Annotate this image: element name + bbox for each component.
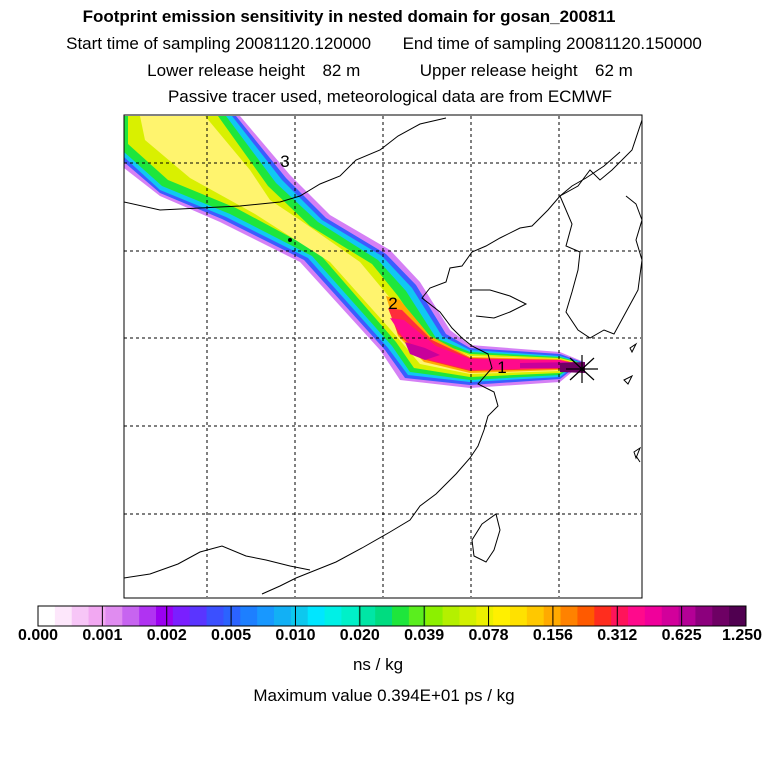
colorbar-swatch: [510, 606, 528, 626]
colorbar-swatch: [459, 606, 477, 626]
colorbar-swatch: [122, 606, 140, 626]
colorbar-swatch: [54, 606, 73, 626]
colorbar-swatch: [307, 606, 326, 626]
coastlines: [124, 117, 642, 595]
colorbar-swatch: [560, 606, 578, 626]
coast-korea: [559, 195, 642, 339]
colorbar-swatch: [695, 606, 713, 626]
plume-band-magenta: [390, 318, 568, 370]
colorbar-swatch: [526, 606, 545, 626]
plume-band-purple: [405, 342, 575, 368]
colorbar-swatch: [38, 606, 56, 626]
tracer-note: Passive tracer used, meteorological data…: [167, 87, 613, 106]
colorbar-tick-label: 0.020: [339, 627, 380, 644]
colorbar-swatch: [172, 606, 191, 626]
colorbar-swatch: [476, 606, 494, 626]
plume-band-dark: [560, 362, 585, 373]
colorbar-swatch: [661, 606, 680, 626]
max-value-label: Maximum value 0.394E+01 ps / kg: [253, 686, 515, 705]
marker-label-3: 3: [280, 152, 289, 171]
end-label: End time of sampling: [402, 34, 562, 53]
end-value: 20081120.150000: [566, 34, 702, 53]
border-korea: [559, 151, 621, 197]
coast-islands: [623, 342, 642, 463]
coast-shandong: [470, 289, 528, 319]
marker-label-2: 2: [388, 294, 397, 313]
colorbar-swatch: [189, 606, 208, 626]
colorbar-tick-label: 0.625: [661, 627, 702, 644]
lower-value: 82 m: [322, 61, 361, 80]
colorbar-swatch: [105, 606, 123, 626]
start-value: 20081120.120000: [235, 34, 372, 53]
gridlines: [124, 116, 641, 597]
units-label: ns / kg: [352, 655, 404, 674]
colorbar-swatch: [408, 606, 427, 626]
colorbar-swatch: [594, 606, 612, 626]
colorbar-tick-label: 0.078: [468, 627, 509, 644]
map-frame: [123, 114, 643, 599]
colorbar-tick-label: 0.010: [275, 627, 316, 644]
coast-china: [261, 119, 642, 595]
colorbar-swatch: [223, 606, 241, 626]
plume-band-light-yellow: [140, 116, 574, 374]
colorbar-swatch: [375, 606, 393, 626]
upper-label: Upper release height: [419, 61, 578, 80]
border-north: [124, 117, 447, 211]
coast-taiwan: [471, 513, 501, 563]
colorbar-swatch: [206, 606, 224, 626]
colorbar-swatch: [274, 606, 292, 626]
release-heights: Lower release height 82 m Upper release …: [6, 61, 768, 81]
colorbar-swatch: [341, 606, 359, 626]
colorbar-tick-label: 0.002: [146, 627, 187, 644]
colorbar-swatch: [644, 606, 663, 626]
colorbar-tick-label: 0.039: [404, 627, 445, 644]
upper-value: 62 m: [595, 61, 633, 80]
colorbar-swatch: [712, 606, 730, 626]
colorbar-swatch: [729, 606, 747, 626]
colorbar-swatch: [139, 606, 157, 626]
colorbar-tick-label: 0.005: [211, 627, 252, 644]
colorbar-tick-label: 0.001: [82, 627, 123, 644]
sampling-times: Start time of sampling 20081120.120000 E…: [0, 34, 768, 54]
colorbar-swatch: [442, 606, 460, 626]
colorbar-swatch: [425, 606, 444, 626]
lower-label: Lower release height: [147, 61, 305, 80]
receptor-marker: [566, 355, 598, 383]
colorbar-swatch: [628, 606, 646, 626]
colorbar-swatch: [543, 606, 562, 626]
start-label: Start time of sampling: [66, 34, 231, 53]
colorbar-swatch: [257, 606, 275, 626]
colorbar-swatch: [290, 606, 309, 626]
colorbar-swatch: [324, 606, 342, 626]
colorbar-swatch: [611, 606, 629, 626]
colorbar-swatch: [156, 606, 174, 626]
colorbar-swatch: [240, 606, 258, 626]
city-dot: [288, 238, 292, 242]
colorbar: [37, 605, 747, 627]
colorbar-swatch: [577, 606, 595, 626]
border-south: [124, 545, 311, 579]
marker-label-1: 1: [497, 358, 506, 377]
plume: [124, 116, 585, 388]
colorbar-tick-label: 0.000: [17, 627, 59, 644]
colorbar-swatch: [71, 606, 90, 626]
colorbar-tick-label: 0.312: [597, 627, 638, 644]
chart-title: Footprint emission sensitivity in nested…: [82, 7, 616, 26]
colorbar-swatch: [493, 606, 511, 626]
colorbar-tick-label: 1.250: [721, 627, 763, 644]
colorbar-swatch: [392, 606, 410, 626]
colorbar-tick-label: 0.156: [532, 627, 573, 644]
colorbar-swatch: [358, 606, 376, 626]
colorbar-swatch: [88, 606, 106, 626]
colorbar-swatch: [678, 606, 696, 626]
